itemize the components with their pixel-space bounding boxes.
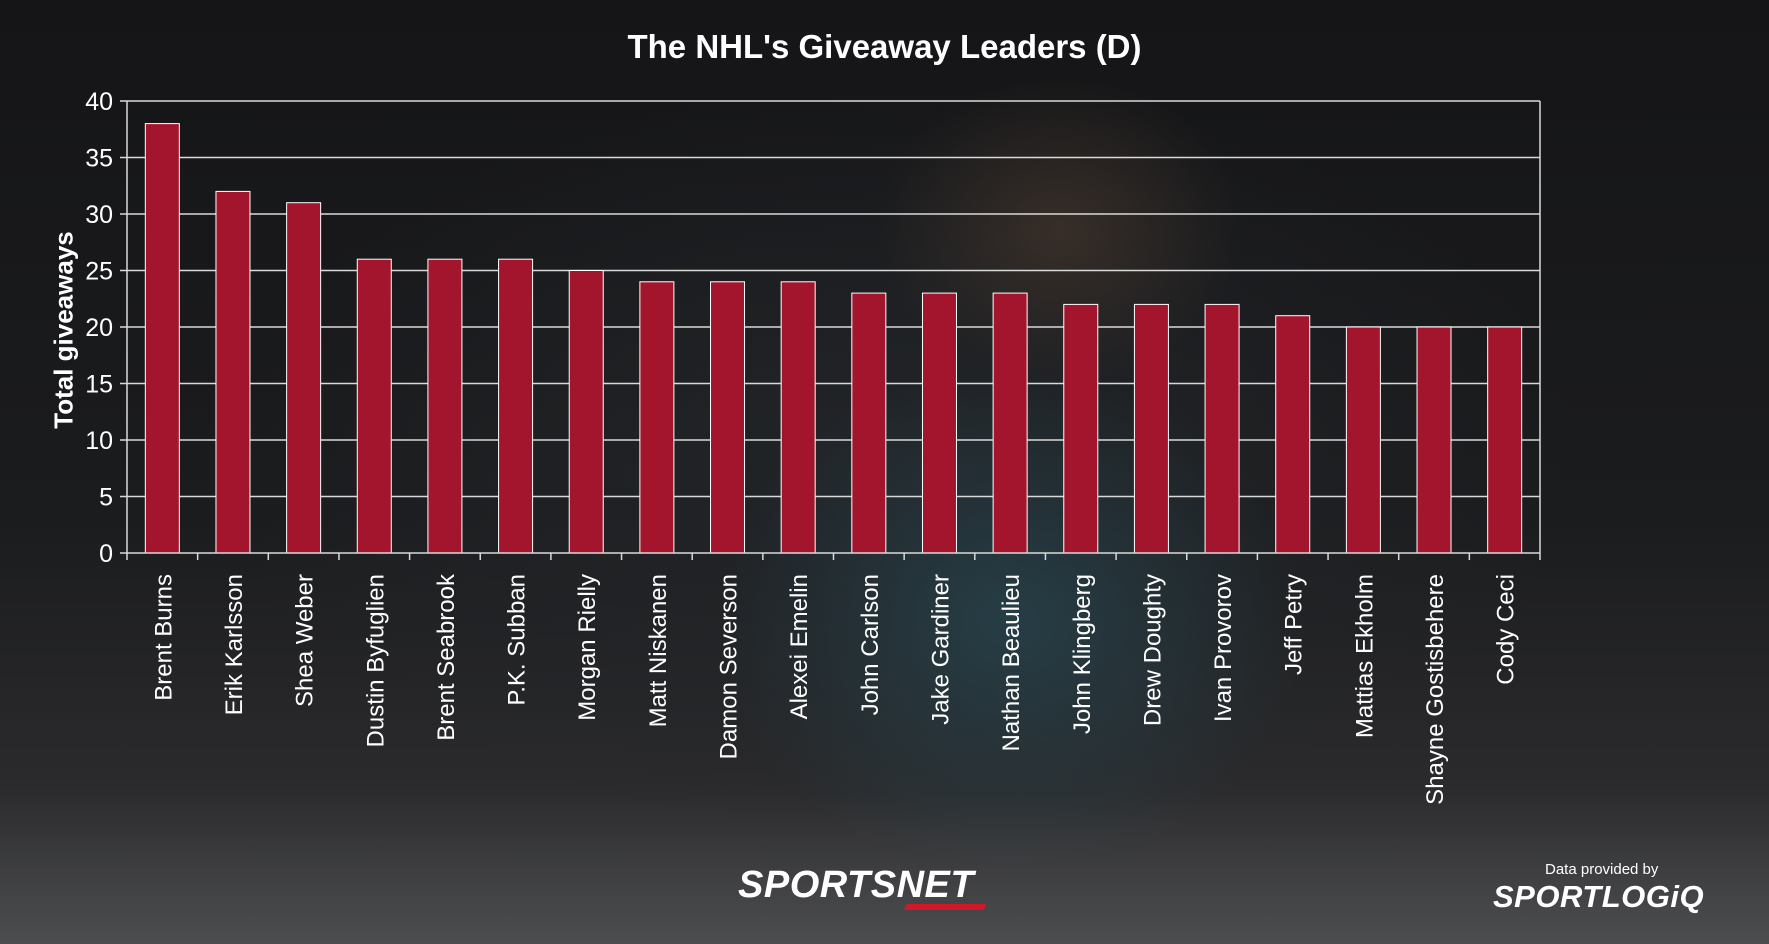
bar: [639, 281, 675, 554]
x-category-label: Brent Seabrook: [433, 573, 460, 741]
bar: [1063, 303, 1099, 554]
chart-title: The NHL's Giveaway Leaders (D): [627, 28, 1142, 65]
x-category-label: Shayne Gostisbehere: [1422, 574, 1449, 805]
x-category-label: Shea Weber: [292, 574, 319, 707]
y-tick-label: 25: [85, 258, 113, 286]
x-category-label: Damon Severson: [716, 574, 743, 759]
background-ice: [0, 795, 1769, 944]
bar: [851, 292, 887, 554]
y-tick-label: 15: [85, 371, 113, 399]
x-category-label: Matt Niskanen: [645, 574, 672, 727]
bar: [1416, 326, 1452, 554]
x-category-label: Drew Doughty: [1139, 574, 1166, 726]
bar: [568, 270, 604, 554]
y-tick-label: 10: [85, 427, 113, 455]
bar: [356, 258, 392, 554]
x-category-label: John Klingberg: [1069, 574, 1096, 734]
bar: [427, 258, 463, 554]
y-tick-label: 5: [99, 484, 113, 512]
bar: [1487, 326, 1523, 554]
bar: [286, 202, 322, 554]
sportlogiq-logo: SPORTLOGiQ: [1493, 879, 1705, 914]
axes: [120, 100, 1541, 560]
x-category-label: Erik Karlsson: [221, 574, 248, 715]
x-category-label: Alexei Emelin: [786, 574, 813, 719]
x-category-label: Dustin Byfuglien: [362, 574, 389, 747]
x-category-label: Jake Gardiner: [927, 574, 954, 725]
x-category-label: Jeff Petry: [1281, 574, 1308, 675]
grid-lines: [127, 100, 1540, 498]
y-tick-label: 30: [85, 201, 113, 229]
x-category-label: Ivan Provorov: [1210, 574, 1237, 722]
y-tick-label: 0: [99, 540, 113, 568]
sportsnet-logo: SPORTSNET: [738, 864, 975, 906]
bar: [710, 281, 746, 554]
bar: [498, 258, 534, 554]
bar: [215, 190, 251, 554]
bar: [992, 292, 1028, 554]
x-category-labels: Brent Burns Erik Karlsson Shea Weber Dustin…: [150, 573, 1519, 805]
y-tick-label: 20: [85, 314, 113, 342]
x-category-label: P.K. Subban: [504, 574, 531, 706]
bar: [780, 281, 816, 554]
x-category-label: Cody Ceci: [1493, 574, 1520, 685]
bar: [1275, 315, 1311, 554]
y-axis-label: Total giveaways: [48, 231, 79, 429]
sportsnet-swoosh-icon: [903, 904, 987, 910]
x-category-label: Morgan Rielly: [574, 574, 601, 721]
x-category-label: Brent Burns: [150, 574, 177, 701]
x-category-label: Mattias Ekholm: [1351, 574, 1378, 738]
bar: [144, 123, 180, 554]
bar: [1204, 303, 1240, 554]
bars: [144, 123, 1523, 554]
bar: [1345, 326, 1381, 554]
y-tick-labels: 0 5 10 15 20 25 30 35 40: [85, 88, 113, 568]
y-tick-label: 35: [85, 145, 113, 173]
bar: [1133, 303, 1169, 554]
x-category-label: John Carlson: [857, 574, 884, 715]
y-tick-label: 40: [85, 88, 113, 116]
data-credit-text: Data provided by: [1545, 861, 1659, 878]
x-category-label: Nathan Beaulieu: [998, 574, 1025, 751]
bar: [921, 292, 957, 554]
